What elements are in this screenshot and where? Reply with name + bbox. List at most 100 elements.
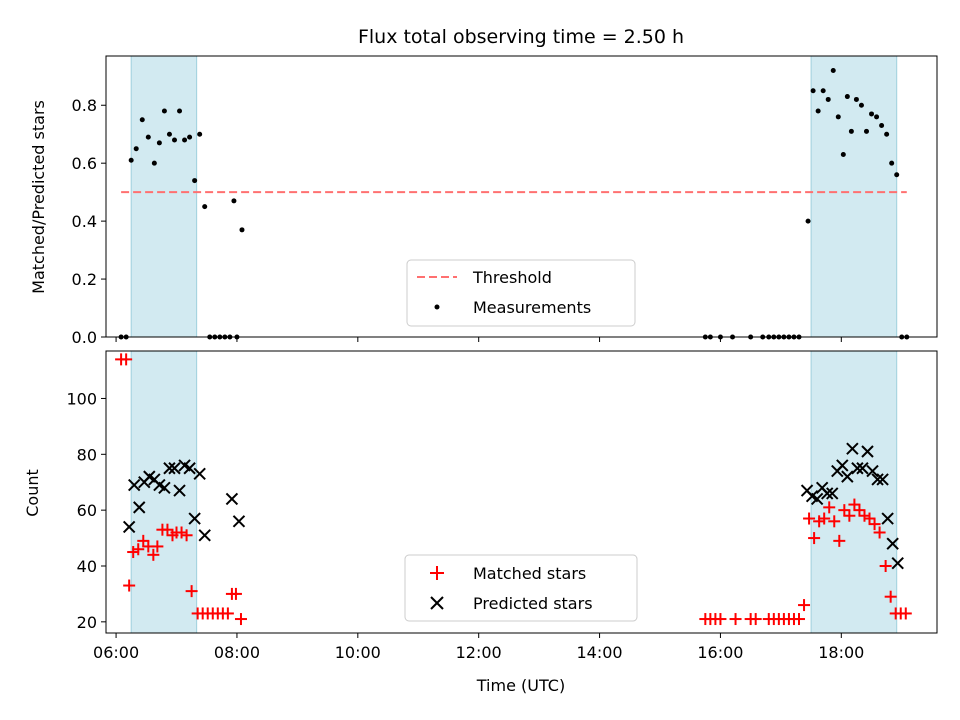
predicted-stars-point (173, 484, 186, 497)
predicted-stars-point (225, 492, 239, 506)
predicted-stars-point (163, 462, 176, 475)
predicted-stars-point (188, 512, 201, 525)
predicted-stars-point (821, 487, 834, 500)
measurement-point (171, 137, 177, 143)
measurement-point (156, 140, 162, 146)
measurement-point (810, 88, 816, 94)
measurement-point (844, 94, 850, 100)
predicted-stars-point (826, 487, 839, 500)
matched-stars-point (798, 599, 811, 612)
matched-stars-point (833, 534, 846, 547)
matched-stars-point (123, 579, 136, 592)
top-legend: Threshold Measurements (406, 259, 636, 327)
bottom-panel: 20 40 60 80 100 06:00 08:00 10:00 12:00 14:00 16:… (23, 350, 938, 695)
matched-stars-point (132, 543, 145, 556)
y-tick-label: 0.6 (72, 154, 97, 173)
bottom-axes-frame (105, 350, 938, 634)
matched-stars-point (714, 613, 727, 626)
measurement-point (869, 111, 875, 117)
matched-stars-point (868, 518, 881, 531)
matched-stars-point (147, 548, 160, 561)
measurement-point (161, 108, 167, 114)
measurement-point (128, 157, 134, 163)
measurement-point (835, 114, 841, 120)
predicted-stars-point (881, 512, 894, 525)
measurement-point (187, 134, 193, 140)
legend-box (404, 554, 638, 622)
predicted-stars-point (841, 470, 854, 483)
predicted-stars-point (891, 556, 904, 570)
matched-stars-point (858, 509, 871, 522)
measurement-point (858, 102, 864, 108)
observing-window-shade (130, 55, 198, 338)
legend-box (406, 259, 636, 327)
measurement-point (894, 172, 900, 178)
matched-stars-point (120, 353, 133, 366)
predicted-stars-point (133, 501, 146, 514)
matched-stars-point (161, 523, 174, 536)
measurement-point (166, 131, 172, 137)
legend-matched-swatch (430, 566, 444, 580)
measurement-point (853, 96, 859, 102)
predicted-stars-point (851, 462, 864, 475)
x-tick-label: 10:00 (335, 643, 381, 662)
legend-predicted-swatch (430, 596, 444, 610)
predicted-stars-point (846, 442, 859, 455)
y-tick-label: 0.4 (72, 212, 97, 231)
matched-stars-point (873, 526, 886, 539)
measurement-point (231, 198, 237, 204)
matched-stars-point (127, 546, 140, 559)
matched-stars-point (749, 613, 762, 626)
measurement-point (197, 131, 203, 137)
top-axes-frame (105, 55, 938, 338)
matched-stars-point (808, 532, 821, 545)
measurement-point (177, 108, 183, 114)
matched-stars-point (729, 613, 742, 626)
top-panel: 0.00.20.40.60.8 Matched/Predicted stars … (29, 55, 938, 347)
matched-stars-point (853, 504, 866, 517)
predicted-stars-point (127, 478, 141, 492)
matched-stars-point (879, 559, 892, 572)
matched-stars-point (813, 515, 826, 528)
x-tick-label: 06:00 (93, 643, 139, 662)
predicted-stars-point (198, 529, 211, 542)
measurement-point (863, 128, 869, 134)
matched-stars-point (137, 534, 150, 547)
predicted-stars-point (183, 462, 196, 475)
matched-stars-point (151, 540, 164, 553)
y-tick-label: 100 (66, 389, 97, 408)
y-tick-label: 20 (77, 613, 97, 632)
predicted-stars-point (876, 473, 889, 486)
matched-stars-point (884, 590, 897, 603)
predicted-stars-point (866, 464, 879, 478)
legend-matched-label: Matched stars (473, 564, 586, 583)
observing-window-shade (810, 350, 898, 634)
matched-stars-point (221, 607, 234, 620)
y-tick-label: 0.2 (72, 270, 97, 289)
matched-stars-point (848, 498, 861, 511)
legend-measurements-swatch (434, 304, 440, 310)
legend-measurements-label: Measurements (473, 298, 591, 317)
measurement-point (879, 123, 885, 129)
y-tick-label: 40 (77, 557, 97, 576)
matched-stars-point (793, 613, 806, 626)
predicted-stars-point (122, 520, 136, 534)
x-axis-label: Time (UTC) (476, 676, 565, 695)
predicted-stars-point (158, 481, 171, 495)
x-tick-label: 16:00 (697, 643, 743, 662)
matched-stars-point (899, 607, 912, 620)
measurement-point (202, 204, 208, 210)
predicted-stars-point (168, 462, 181, 475)
predicted-stars-point (886, 537, 899, 550)
bottom-legend: Matched stars Predicted stars (404, 554, 638, 622)
measurement-point (133, 146, 139, 152)
top-y-axis-label: Matched/Predicted stars (29, 100, 48, 294)
x-tick-label: 08:00 (214, 643, 260, 662)
matched-stars-point (843, 509, 856, 522)
predicted-stars-point (810, 492, 824, 506)
predicted-stars-point (871, 473, 884, 486)
matched-stars-point (234, 613, 247, 626)
matched-stars-point (823, 501, 836, 514)
observing-window-shade (810, 55, 898, 338)
